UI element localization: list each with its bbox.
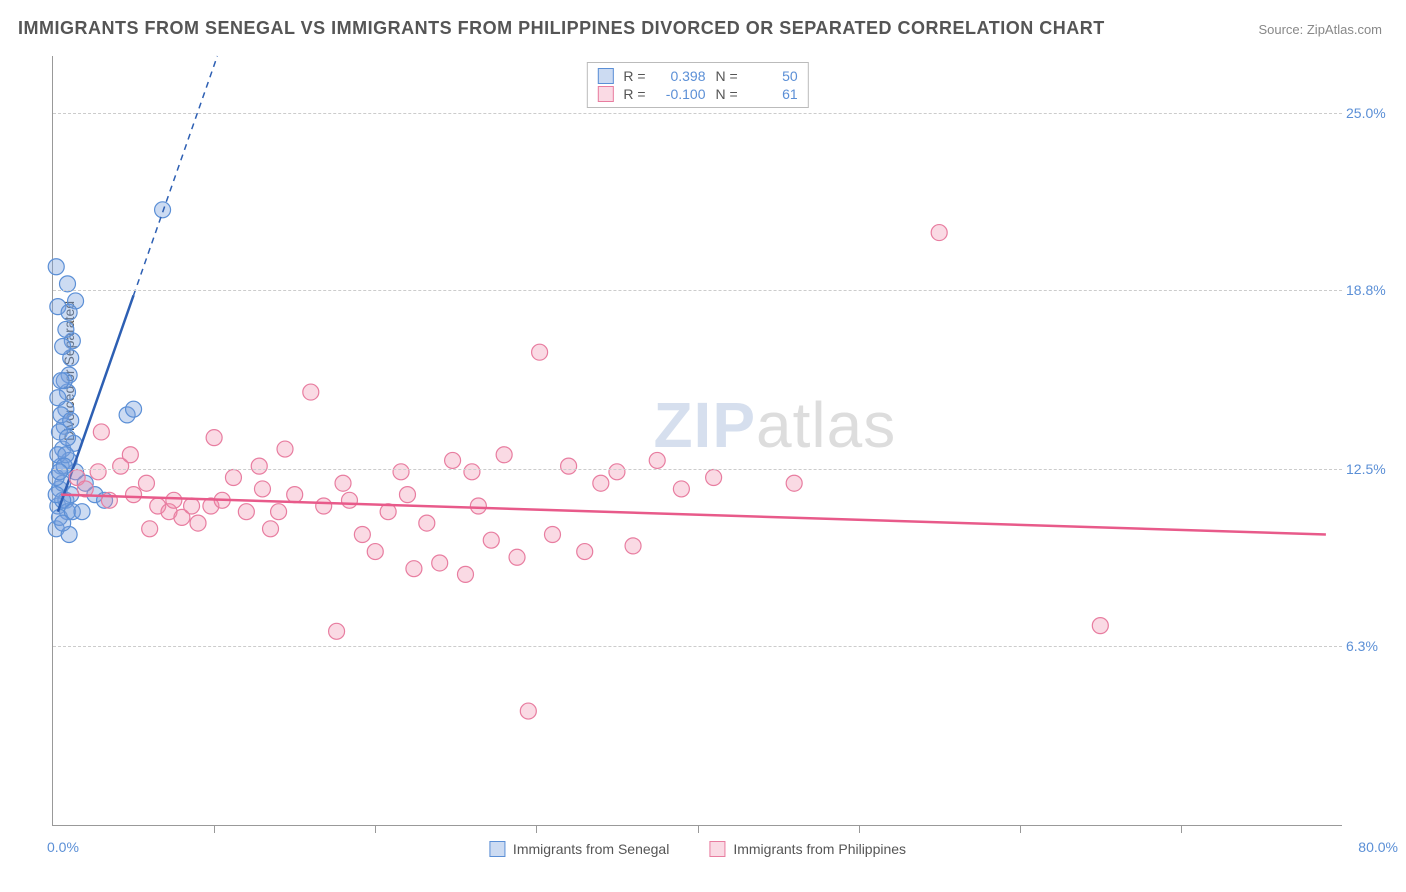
data-point (649, 452, 665, 468)
x-tick (214, 825, 215, 833)
data-point (464, 464, 480, 480)
data-point (406, 561, 422, 577)
data-point (1092, 618, 1108, 634)
x-tick (1020, 825, 1021, 833)
data-point (786, 475, 802, 491)
data-point (457, 566, 473, 582)
data-point (445, 452, 461, 468)
data-point (544, 526, 560, 542)
data-point (184, 498, 200, 514)
series-legend: Immigrants from Senegal Immigrants from … (489, 841, 906, 857)
y-tick-label: 12.5% (1346, 461, 1402, 477)
gridline (53, 113, 1342, 114)
data-point (532, 344, 548, 360)
data-point (61, 304, 77, 320)
data-point (166, 492, 182, 508)
data-point (53, 373, 69, 389)
data-point (263, 521, 279, 537)
legend-item-philippines: Immigrants from Philippines (709, 841, 906, 857)
data-point (354, 526, 370, 542)
legend-swatch-philippines (709, 841, 725, 857)
data-point (625, 538, 641, 554)
data-point (393, 464, 409, 480)
plot-area: Divorced or Separated ZIPatlas R = 0.398… (52, 56, 1342, 826)
data-point (93, 424, 109, 440)
data-point (706, 470, 722, 486)
data-point (577, 544, 593, 560)
data-point (63, 413, 79, 429)
data-point (335, 475, 351, 491)
data-point (271, 504, 287, 520)
gridline (53, 290, 1342, 291)
data-point (509, 549, 525, 565)
data-point (58, 321, 74, 337)
data-point (225, 470, 241, 486)
data-point (483, 532, 499, 548)
y-tick-label: 18.8% (1346, 282, 1402, 298)
data-point (496, 447, 512, 463)
data-point (90, 464, 106, 480)
data-point (206, 430, 222, 446)
data-point (287, 487, 303, 503)
data-point (432, 555, 448, 571)
data-point (673, 481, 689, 497)
data-point (609, 464, 625, 480)
x-tick (859, 825, 860, 833)
data-point (122, 447, 138, 463)
data-point (138, 475, 154, 491)
x-axis-max-label: 80.0% (1358, 839, 1398, 855)
x-tick (1181, 825, 1182, 833)
data-point (74, 504, 90, 520)
data-point (238, 504, 254, 520)
data-point (155, 202, 171, 218)
trend-line-dashed (134, 56, 218, 295)
data-point (931, 225, 947, 241)
data-point (419, 515, 435, 531)
legend-swatch-senegal (489, 841, 505, 857)
data-point (316, 498, 332, 514)
data-point (561, 458, 577, 474)
x-axis-min-label: 0.0% (47, 839, 79, 855)
legend-label-philippines: Immigrants from Philippines (733, 841, 906, 857)
data-point (303, 384, 319, 400)
data-point (142, 521, 158, 537)
y-tick-label: 25.0% (1346, 105, 1402, 121)
plot-svg (53, 56, 1342, 825)
data-point (277, 441, 293, 457)
data-point (329, 623, 345, 639)
data-point (50, 390, 66, 406)
legend-label-senegal: Immigrants from Senegal (513, 841, 669, 857)
data-point (520, 703, 536, 719)
data-point (341, 492, 357, 508)
data-point (470, 498, 486, 514)
data-point (55, 515, 71, 531)
data-point (51, 464, 67, 480)
data-point (126, 401, 142, 417)
x-tick (375, 825, 376, 833)
data-point (190, 515, 206, 531)
data-point (399, 487, 415, 503)
source-attribution: Source: ZipAtlas.com (1258, 22, 1382, 37)
data-point (55, 339, 71, 355)
gridline (53, 646, 1342, 647)
gridline (53, 469, 1342, 470)
legend-item-senegal: Immigrants from Senegal (489, 841, 669, 857)
data-point (60, 430, 76, 446)
x-tick (698, 825, 699, 833)
data-point (101, 492, 117, 508)
data-point (254, 481, 270, 497)
chart-container: IMMIGRANTS FROM SENEGAL VS IMMIGRANTS FR… (0, 0, 1406, 892)
data-point (126, 487, 142, 503)
data-point (251, 458, 267, 474)
data-point (593, 475, 609, 491)
x-tick (536, 825, 537, 833)
y-tick-label: 6.3% (1346, 638, 1402, 654)
chart-title: IMMIGRANTS FROM SENEGAL VS IMMIGRANTS FR… (18, 18, 1105, 39)
data-point (48, 259, 64, 275)
data-point (367, 544, 383, 560)
